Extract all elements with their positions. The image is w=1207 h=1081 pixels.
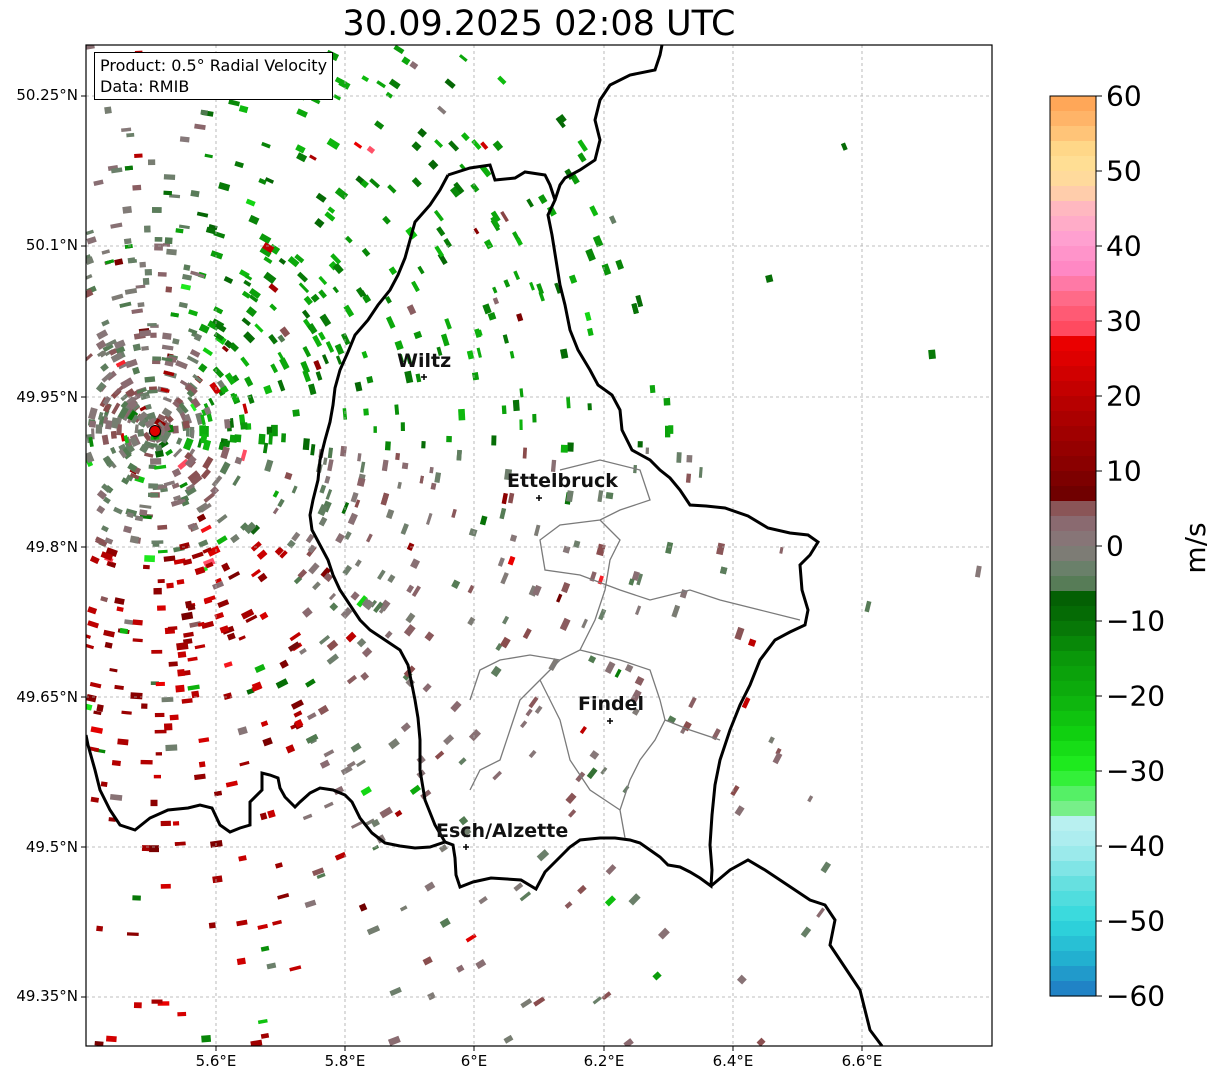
- city-markers: [421, 374, 613, 850]
- product-label: Product: 0.5° Radial Velocity: [100, 56, 328, 75]
- city-label-wiltz: Wiltz: [397, 350, 452, 372]
- colorbar-unit-label: m/s: [1179, 522, 1207, 574]
- colorbar-tick-label: −10: [1106, 604, 1166, 638]
- germany-border-north: [553, 45, 664, 201]
- colorbar-tick-label: 50: [1106, 154, 1142, 188]
- colorbar-tick-label: −20: [1106, 679, 1166, 713]
- lon-tick-label: 6°E: [460, 1052, 488, 1070]
- data-source-label: Data: RMIB: [100, 77, 190, 96]
- lat-tick-label: 50.1°N: [25, 236, 78, 254]
- lat-tick-label: 49.5°N: [25, 838, 78, 856]
- colorbar-tick-label: 0: [1106, 529, 1124, 563]
- gridlines: [86, 45, 992, 1046]
- colorbar-tick-label: 60: [1106, 79, 1142, 113]
- colorbar-tick-label: −40: [1106, 829, 1166, 863]
- lon-tick-label: 5.8°E: [324, 1052, 366, 1070]
- lat-tick-label: 49.95°N: [16, 388, 78, 406]
- canton-boundaries: [469, 459, 801, 839]
- luxembourg-border-north: [308, 174, 450, 843]
- france-germany-border: [710, 858, 884, 1046]
- city-label-esch-alzette: Esch/Alzette: [436, 820, 569, 842]
- radar-site-marker: [149, 425, 161, 437]
- lat-tick-label: 49.65°N: [16, 688, 78, 706]
- product-info-box: Product: 0.5° Radial Velocity Data: RMIB: [94, 52, 334, 100]
- colorbar-tick-label: 10: [1106, 454, 1142, 488]
- plot-frame: [86, 45, 992, 1046]
- colorbar-tick-label: 30: [1106, 304, 1142, 338]
- lon-tick-label: 6.6°E: [841, 1052, 883, 1070]
- lon-tick-label: 6.2°E: [583, 1052, 625, 1070]
- city-label-findel: Findel: [578, 693, 645, 715]
- lat-tick-label: 50.25°N: [16, 86, 78, 104]
- colorbar-tick-label: 40: [1106, 229, 1142, 263]
- colorbar-tick-label: −60: [1106, 979, 1166, 1013]
- colorbar-tick-label: −50: [1106, 904, 1166, 938]
- lon-tick-label: 5.6°E: [195, 1052, 237, 1070]
- map-title: 30.09.2025 02:08 UTC: [342, 4, 736, 44]
- lat-tick-label: 49.35°N: [16, 987, 78, 1005]
- luxembourg-border: [86, 163, 821, 892]
- city-label-ettelbruck: Ettelbruck: [507, 470, 618, 492]
- lat-tick-label: 49.8°N: [25, 538, 78, 556]
- colorbar-tick-label: 20: [1106, 379, 1142, 413]
- lon-tick-label: 6.4°E: [712, 1052, 754, 1070]
- colorbar-tick-label: −30: [1106, 754, 1166, 788]
